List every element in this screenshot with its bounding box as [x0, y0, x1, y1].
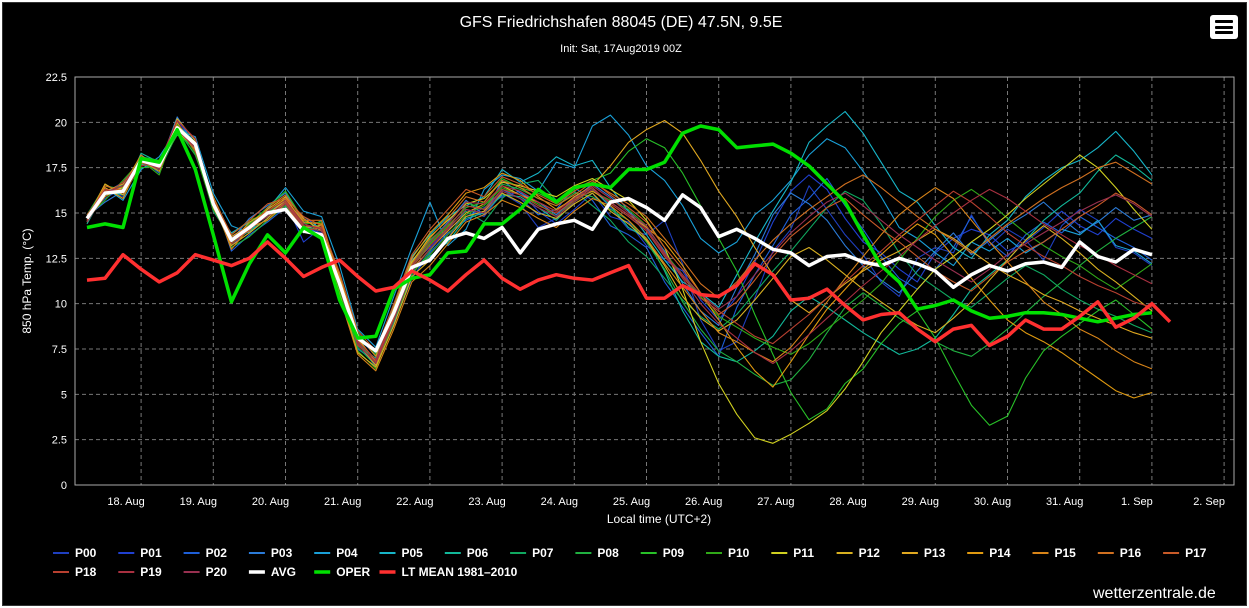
legend-item-label[interactable]: P20 [206, 565, 228, 579]
x-tick-label: 20. Aug [252, 496, 289, 508]
series-line-p14 [86, 127, 1153, 399]
series-line-p11 [86, 125, 1153, 444]
x-tick-label: 25. Aug [613, 496, 650, 508]
y-tick-label: 15 [55, 208, 67, 220]
axis-ticks: 0 2.5 5 7.5 10 12.5 15 17.5 20 22.5 18. Aug 19. Aug… [46, 72, 1225, 508]
series-line-p10 [86, 123, 1153, 370]
chart-title: GFS Friedrichshafen 88045 (DE) 47.5N, 9.… [460, 14, 783, 31]
y-tick-label: 20 [55, 117, 67, 129]
x-axis-label: Local time (UTC+2) [607, 512, 711, 526]
x-tick-label: 26. Aug [685, 496, 722, 508]
x-tick-label: 31. Aug [1046, 496, 1083, 508]
x-tick-label: 21. Aug [324, 496, 361, 508]
legend-item-label[interactable]: AVG [271, 565, 296, 579]
chart: GFS Friedrichshafen 88045 (DE) 47.5N, 9.… [20, 14, 1235, 579]
x-tick-label: 22. Aug [396, 496, 433, 508]
series-line-lt-mean-1981-2010 [86, 240, 1172, 348]
grid [74, 76, 1235, 486]
legend-item-label[interactable]: P12 [859, 546, 881, 560]
legend-item-label[interactable]: LT MEAN 1981–2010 [402, 565, 518, 579]
series-line-p20 [86, 129, 1153, 365]
menu-bar [1215, 25, 1233, 29]
legend-item-label[interactable]: P04 [336, 546, 358, 560]
x-tick-label: 27. Aug [757, 496, 794, 508]
menu-bar [1215, 20, 1233, 23]
x-tick-label: 29. Aug [902, 496, 939, 508]
legend-item-label[interactable]: P14 [989, 546, 1011, 560]
series-line-avg [85, 126, 1153, 353]
x-tick-label: 24. Aug [541, 496, 578, 508]
x-tick-label: 2. Sep [1193, 496, 1225, 508]
credit-text: wetterzentrale.de [1093, 585, 1216, 602]
legend-item-label[interactable]: P15 [1055, 546, 1077, 560]
plot-series [85, 110, 1172, 444]
series-line-p09 [86, 134, 1153, 426]
legend-item-label[interactable]: P17 [1185, 546, 1207, 560]
legend-item-label[interactable]: P03 [271, 546, 293, 560]
legend-item-label[interactable]: P18 [75, 565, 97, 579]
legend-item-label[interactable]: P16 [1120, 546, 1142, 560]
legend-item-label[interactable]: P01 [140, 546, 162, 560]
legend: P00 P01 P02 P03 P04 P05 P06 P07 P08 P09 P10 P11 P12 P… [53, 546, 1207, 579]
legend-item-label[interactable]: OPER [336, 565, 370, 579]
legend-item-label[interactable]: P05 [402, 546, 424, 560]
y-tick-label: 17.5 [46, 163, 67, 175]
y-tick-label: 2.5 [52, 435, 67, 447]
y-tick-label: 7.5 [52, 344, 67, 356]
legend-item-label[interactable]: P19 [140, 565, 162, 579]
legend-item-label[interactable]: P10 [728, 546, 750, 560]
legend-item-label[interactable]: P07 [532, 546, 554, 560]
legend-item-label[interactable]: P09 [663, 546, 685, 560]
plot-border [74, 76, 1235, 486]
x-tick-label: 30. Aug [974, 496, 1011, 508]
y-tick-label: 10 [55, 299, 67, 311]
series-line-p08 [86, 129, 1153, 386]
y-tick-label: 0 [61, 480, 67, 492]
legend-item-label[interactable]: P11 [793, 546, 814, 560]
legend-item-label[interactable]: P13 [924, 546, 946, 560]
x-tick-label: 1. Sep [1121, 496, 1153, 508]
legend-item-label[interactable]: P08 [597, 546, 619, 560]
x-tick-label: 18. Aug [107, 496, 144, 508]
series-line-oper [86, 124, 1153, 340]
series-line-p15 [86, 121, 1153, 372]
y-tick-label: 12.5 [46, 253, 67, 265]
legend-item-label[interactable]: P02 [206, 546, 228, 560]
y-tick-label: 22.5 [46, 72, 67, 84]
series-line-p03 [86, 116, 1153, 354]
menu-bar [1215, 31, 1233, 34]
series-line-p02 [86, 125, 1153, 363]
legend-item-label[interactable]: P00 [75, 546, 97, 560]
legend-item-label[interactable]: P06 [467, 546, 489, 560]
series-line-p12 [86, 118, 1153, 368]
series-line-p19 [86, 119, 1153, 365]
hamburger-menu-icon[interactable] [1210, 15, 1238, 39]
y-tick-label: 5 [61, 389, 67, 401]
x-tick-label: 23. Aug [468, 496, 505, 508]
y-axis-label: 850 hPa Temp. (°C) [20, 228, 34, 333]
x-tick-label: 28. Aug [829, 496, 866, 508]
chart-subtitle: Init: Sat, 17Aug2019 00Z [560, 43, 682, 55]
x-tick-label: 19. Aug [180, 496, 217, 508]
series-line-p16 [86, 129, 1153, 361]
